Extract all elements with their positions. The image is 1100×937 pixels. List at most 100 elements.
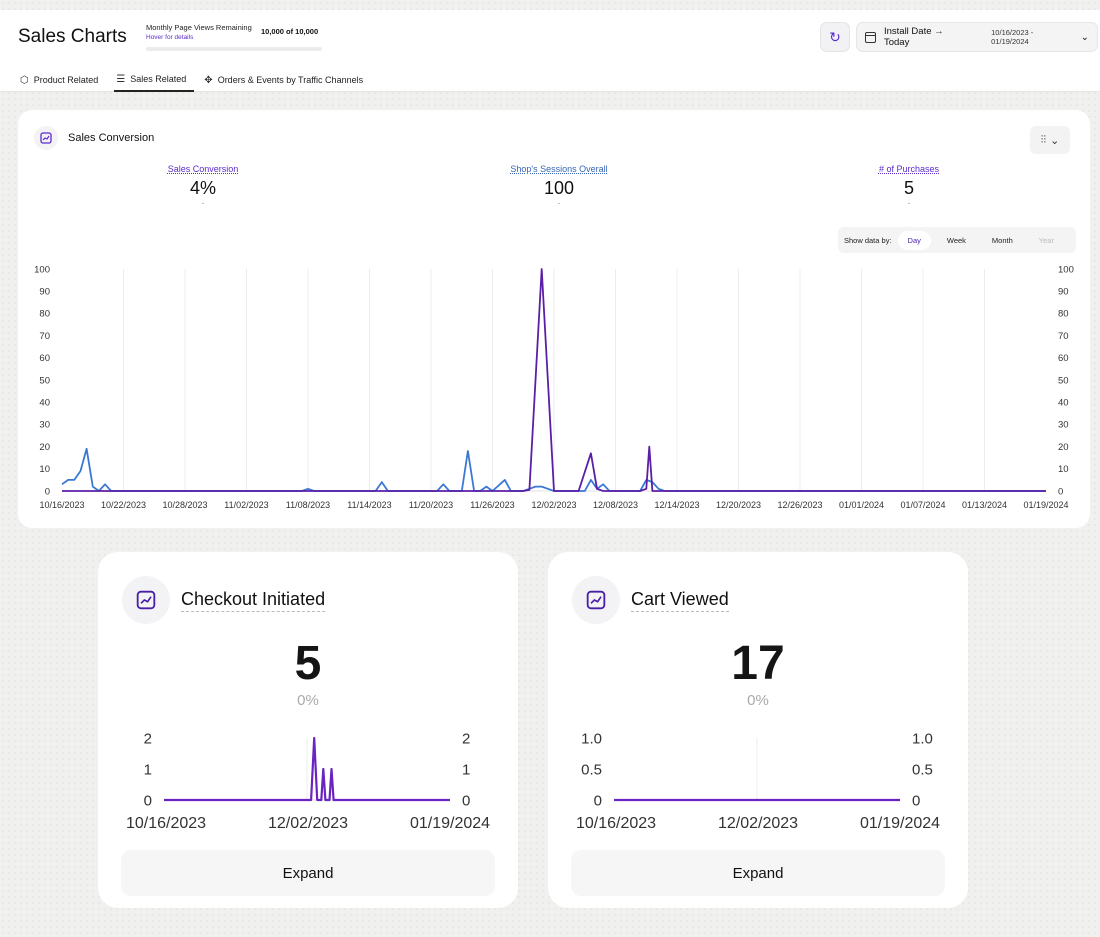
x-tick-label: 10/16/2023 (126, 815, 206, 832)
x-tick-label: 10/16/2023 (39, 500, 84, 510)
calendar-icon (865, 31, 876, 43)
granularity-year: Year (1038, 235, 1054, 245)
card-title: Sales Conversion (68, 132, 155, 144)
cart-viewed-chart: 0 0 0.5 0.5 1.0 1.0 10/16/2023 12/02/2023 01/19/… (576, 730, 940, 832)
metric-purchases: # of Purchases 5 - (809, 164, 1009, 208)
date-range-picker[interactable]: Install Date → Today 10/16/2023 - 01/19/… (856, 22, 1098, 52)
refresh-icon: ↻ (829, 28, 841, 45)
granularity-week[interactable]: Week (946, 235, 966, 245)
tab-label: Product Related (33, 75, 99, 85)
sliders-icon: ⫶⫶ (1040, 133, 1047, 146)
x-tick-label: 11/02/2023 (224, 500, 268, 510)
metric-delta: - (201, 198, 205, 208)
tab-label: Sales Related (130, 74, 187, 84)
metric-label[interactable]: Sales Conversion (167, 164, 239, 174)
y-tick-label-right: 80 (1058, 309, 1069, 320)
series-line-0 (164, 736, 450, 802)
metric-shop-sessions: Shop's Sessions Overall 100 - (459, 164, 659, 208)
y-tick-label-right: 1 (462, 761, 470, 778)
page-views-count: 10,000 of 10,000 (261, 27, 319, 36)
x-tick-label: 10/16/2023 (576, 815, 656, 832)
granularity-day[interactable]: Day (897, 230, 931, 250)
checkout-initiated-card: Checkout Initiated 5 0% 0 0 1 1 2 2 10/16/2023… (98, 552, 518, 908)
chevron-down-icon: ⌄ (1080, 31, 1089, 43)
y-tick-label-right: 20 (1058, 442, 1069, 453)
refresh-button[interactable]: ↻ (820, 22, 850, 52)
x-tick-label: 10/22/2023 (101, 500, 146, 510)
y-tick-label-left: 0 (594, 792, 602, 809)
metric-value: 4% (189, 178, 216, 198)
network-icon: ✥ (204, 74, 213, 86)
x-tick-label: 01/13/2024 (962, 500, 1007, 510)
x-tick-label: 10/28/2023 (162, 500, 207, 510)
y-tick-label-left: 90 (39, 287, 50, 298)
x-tick-label: 12/26/2023 (777, 500, 822, 510)
y-tick-label-right: 100 (1058, 264, 1074, 275)
card-percent-change: 0% (747, 692, 769, 709)
y-tick-label-right: 40 (1058, 398, 1069, 409)
y-tick-label-right: 2 (462, 730, 470, 747)
x-tick-label: 01/19/2024 (860, 815, 940, 832)
expand-button[interactable]: Expand (571, 850, 945, 896)
card-title[interactable]: Checkout Initiated (181, 589, 326, 612)
tab-label: Orders & Events by Traffic Channels (217, 75, 364, 85)
page-views-hover-link[interactable]: Hover for details (146, 34, 194, 41)
chart-line-icon (34, 126, 58, 150)
tab-sales-related[interactable]: ☰ Sales Related (114, 68, 195, 92)
box-icon: ⬡ (20, 74, 29, 86)
y-tick-label-left: 0.5 (581, 761, 602, 778)
y-tick-label-left: 40 (39, 398, 50, 409)
x-tick-label: 12/08/2023 (593, 500, 638, 510)
tab-product-related[interactable]: ⬡ Product Related (18, 68, 106, 92)
x-tick-label: 11/08/2023 (286, 500, 330, 510)
show-data-label: Show data by: (844, 235, 892, 245)
page-title: Sales Charts (18, 26, 127, 47)
y-tick-label-left: 10 (39, 464, 50, 475)
metric-delta: - (907, 198, 911, 208)
tab-bar: ⬡ Product Related ☰ Sales Related ✥ Orde… (18, 68, 371, 92)
x-tick-label: 01/01/2024 (839, 500, 884, 510)
metric-delta: - (557, 198, 561, 208)
layers-icon: ☰ (116, 73, 126, 85)
x-tick-label: 01/19/2024 (1023, 500, 1068, 510)
y-tick-label-right: 10 (1058, 464, 1069, 475)
chevron-down-icon: ⌄ (1050, 134, 1060, 147)
show-data-by-control: Show data by: Day Week Month Year (838, 227, 1076, 253)
x-tick-label: 11/26/2023 (470, 500, 514, 510)
expand-button[interactable]: Expand (121, 850, 495, 896)
y-tick-label-right: 70 (1058, 331, 1069, 342)
y-tick-label-right: 30 (1058, 420, 1069, 431)
y-tick-label-right: 0 (1058, 486, 1063, 497)
x-tick-label: 12/02/2023 (718, 815, 798, 832)
date-range-text: 10/16/2023 - 01/19/2024 (991, 28, 1034, 46)
sales-conversion-chart: 0 0 10 10 20 20 30 30 40 40 50 50 60 60 70 70 80 80 90 90 10… (34, 264, 1074, 510)
y-tick-label-left: 60 (39, 353, 50, 364)
y-tick-label-left: 100 (34, 264, 50, 275)
x-tick-label: 12/02/2023 (268, 815, 348, 832)
x-tick-label: 01/19/2024 (410, 815, 490, 832)
y-tick-label-left: 0 (45, 486, 50, 497)
page-views-widget[interactable]: Monthly Page Views Remaining Hover for d… (146, 23, 326, 51)
y-tick-label-right: 0 (462, 792, 470, 809)
metric-label[interactable]: Shop's Sessions Overall (510, 164, 608, 174)
y-tick-label-right: 1.0 (912, 730, 933, 747)
y-tick-label-left: 1 (144, 761, 152, 778)
page-views-progress-bar (146, 47, 322, 51)
chart-settings-button[interactable]: ⫶⫶ ⌄ (1030, 126, 1070, 154)
y-tick-label-right: 90 (1058, 287, 1069, 298)
card-title[interactable]: Cart Viewed (631, 589, 729, 612)
y-tick-label-left: 50 (39, 375, 50, 386)
metric-label[interactable]: # of Purchases (878, 164, 940, 174)
x-tick-label: 11/20/2023 (409, 500, 453, 510)
tab-orders-events-traffic[interactable]: ✥ Orders & Events by Traffic Channels (202, 68, 371, 92)
page-views-label: Monthly Page Views Remaining (146, 23, 252, 32)
granularity-month[interactable]: Month (991, 235, 1013, 245)
checkout-initiated-chart: 0 0 1 1 2 2 10/16/2023 12/02/2023 01/19/2024 (126, 730, 490, 832)
top-bar: Sales Charts Monthly Page Views Remainin… (0, 10, 1100, 92)
x-tick-label: 01/07/2024 (900, 500, 945, 510)
series-line-1 (62, 268, 1046, 492)
y-tick-label-left: 2 (144, 730, 152, 747)
card-value: 5 (294, 637, 322, 690)
y-tick-label-right: 0.5 (912, 761, 933, 778)
x-tick-label: 12/02/2023 (531, 500, 576, 510)
